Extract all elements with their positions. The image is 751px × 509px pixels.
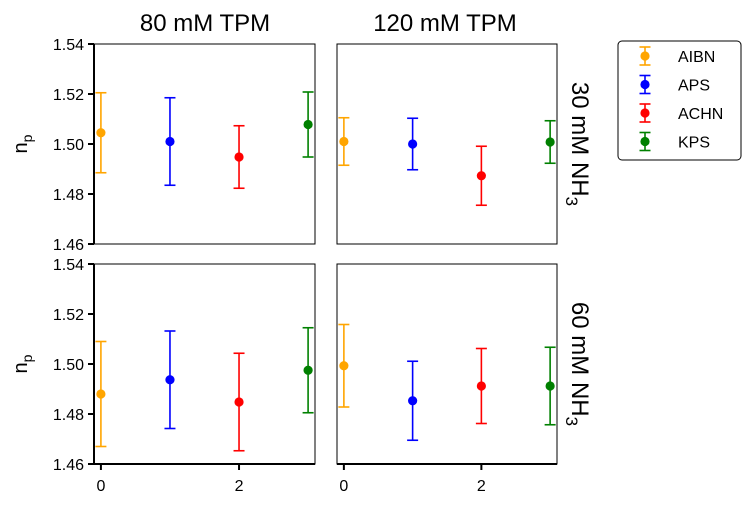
marker	[96, 128, 106, 138]
y-axis-label-bottom: np	[10, 354, 35, 373]
legend-item-achn: ACHN	[639, 103, 723, 123]
y-tick-label: 1.52	[53, 307, 84, 324]
marker	[476, 171, 486, 181]
y-axis-label-sub: p	[19, 134, 35, 142]
panel-frame-bottom-right	[336, 263, 558, 465]
legend-label: KPS	[678, 135, 710, 152]
data-point-aibn	[338, 323, 350, 408]
data-point-aibn	[338, 116, 350, 167]
data-point-achn	[233, 352, 245, 452]
marker	[165, 375, 175, 385]
x-tick-label: 0	[96, 478, 105, 495]
legend-box	[617, 40, 742, 161]
data-point-kps	[302, 326, 314, 414]
marker	[234, 397, 244, 407]
marker	[408, 139, 418, 149]
data-point-aps	[164, 330, 176, 430]
panel-frame-top-right	[336, 43, 558, 245]
x-tick-label: 2	[477, 478, 486, 495]
legend-label: ACHN	[678, 106, 723, 123]
marker	[545, 381, 555, 391]
x-tick-label: 0	[339, 478, 348, 495]
marker	[303, 365, 313, 375]
y-tick-label: 1.50	[53, 357, 84, 374]
y-tick-label: 1.46	[53, 237, 84, 254]
marker	[96, 389, 106, 399]
data-point-aps	[164, 96, 176, 187]
legend-item-aps: APS	[639, 74, 710, 95]
y-axis-label-top: np	[10, 134, 35, 153]
marker	[339, 136, 349, 147]
data-point-kps	[544, 346, 556, 426]
y-axis-label-sub: p	[19, 354, 35, 362]
panel-frame-bottom-left	[93, 263, 316, 465]
marker	[303, 119, 313, 130]
panel-frame-top-left	[93, 43, 316, 245]
marker	[165, 136, 175, 147]
legend-label: AIBN	[678, 49, 715, 66]
legend-label: APS	[678, 78, 710, 95]
marker	[476, 381, 486, 391]
data-point-achn	[475, 347, 487, 425]
column-title-0: 80 mM TPM	[140, 10, 270, 37]
legend-marker	[640, 136, 650, 147]
data-point-achn	[475, 145, 487, 207]
data-point-aibn	[95, 91, 107, 174]
data-point-kps	[302, 91, 314, 158]
data-point-aps	[407, 360, 419, 442]
legend: AIBN APS ACHN KPS	[617, 40, 742, 161]
data-point-aps	[407, 117, 419, 171]
data-point-aibn	[95, 340, 107, 448]
row-title-0-sub: 3	[562, 197, 581, 206]
row-title-0: 30 mM NH3	[562, 82, 593, 206]
marker	[339, 361, 349, 371]
y-tick-label: 1.52	[53, 87, 84, 104]
column-title-1: 120 mM TPM	[373, 10, 517, 37]
y-tick-label: 1.54	[53, 257, 84, 274]
row-title-1-sub: 3	[562, 417, 581, 426]
marker	[234, 152, 244, 162]
legend-marker	[640, 51, 650, 61]
y-tick-label: 1.48	[53, 407, 84, 424]
data-point-achn	[233, 124, 245, 190]
y-tick-label: 1.54	[53, 37, 84, 54]
legend-item-kps: KPS	[639, 131, 710, 152]
legend-item-aibn: AIBN	[639, 46, 715, 66]
x-tick-label: 2	[235, 478, 244, 495]
data-point-kps	[544, 119, 556, 165]
y-tick-label: 1.46	[53, 457, 84, 474]
marker	[545, 137, 555, 147]
legend-marker	[640, 79, 650, 90]
marker	[408, 396, 418, 406]
y-tick-label: 1.50	[53, 137, 84, 154]
y-tick-label: 1.48	[53, 187, 84, 204]
legend-marker	[640, 108, 650, 118]
row-title-1: 60 mM NH3	[562, 302, 593, 426]
